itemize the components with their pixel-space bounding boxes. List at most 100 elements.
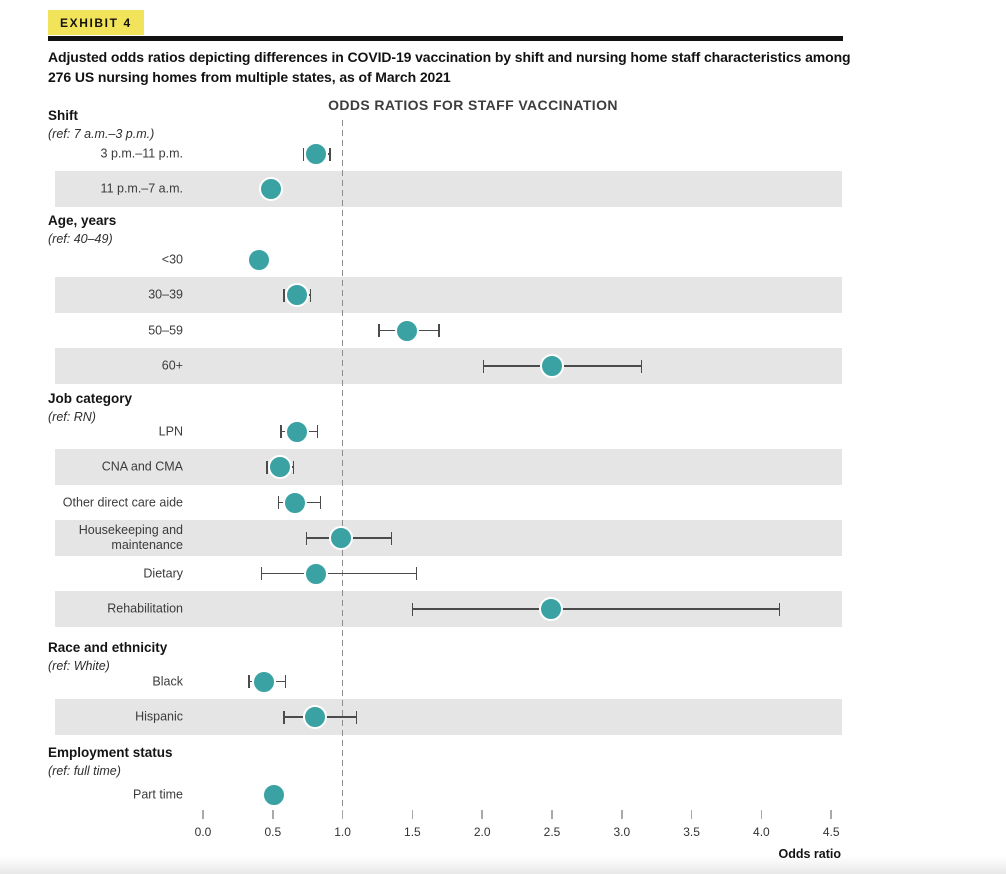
row-label: 50–59 xyxy=(148,323,183,337)
row-label: 11 p.m.–7 a.m. xyxy=(100,181,183,196)
row-shaded-band xyxy=(55,348,842,384)
row-shaded-band xyxy=(55,520,842,556)
odds-ratio-dot xyxy=(540,354,564,378)
x-axis-tick-label: 1.5 xyxy=(404,825,421,839)
ci-cap-left xyxy=(260,567,263,580)
ci-cap-right xyxy=(415,567,418,580)
x-axis-tick-label: 0.5 xyxy=(264,825,282,839)
odds-ratio-dot xyxy=(284,283,309,307)
odds-ratio-dot xyxy=(304,561,329,586)
ci-cap-left xyxy=(283,288,285,302)
ci-cap-right xyxy=(438,324,440,337)
ci-cap-left xyxy=(305,531,308,545)
x-axis-tick xyxy=(202,810,204,819)
x-axis-tick-label: 3.5 xyxy=(683,825,700,839)
section-header: Job category xyxy=(48,391,133,406)
x-axis-tick xyxy=(551,810,553,819)
ci-cap-right xyxy=(319,496,321,509)
odds-ratio-dot xyxy=(394,318,419,343)
row-label: <30 xyxy=(161,252,183,266)
x-axis-tick-label: 2.0 xyxy=(473,825,491,839)
ci-cap-right xyxy=(640,359,643,373)
ci-cap-right xyxy=(284,675,287,688)
divider-rule xyxy=(48,36,843,41)
section-ref: (ref: 7 a.m.–3 p.m.) xyxy=(48,127,155,141)
x-axis-tick-label: 4.5 xyxy=(822,825,840,839)
x-axis-label: Odds ratio xyxy=(778,847,841,861)
ci-cap-left xyxy=(302,147,305,161)
ci-cap-left xyxy=(411,602,414,616)
ci-cap-left xyxy=(378,324,380,337)
x-axis-tick xyxy=(690,810,693,819)
x-axis-tick xyxy=(830,810,832,819)
chart-title: ODDS RATIOS FOR STAFF VACCINATION xyxy=(328,97,618,113)
x-axis-tick xyxy=(272,810,274,819)
reference-line xyxy=(341,120,344,815)
section-header: Employment status xyxy=(48,745,173,760)
x-axis-tick-label: 3.0 xyxy=(613,825,631,839)
odds-ratio-dot xyxy=(538,597,563,621)
row-label: Part time xyxy=(132,787,183,801)
row-label: Other direct care aide xyxy=(62,495,183,509)
row-label: Housekeeping and maintenance xyxy=(78,523,183,552)
x-axis-tick-label: 0.0 xyxy=(194,825,212,839)
row-shaded-band xyxy=(55,277,842,313)
row-shaded-band xyxy=(55,171,842,207)
row-shaded-band xyxy=(55,699,842,735)
row-label: Hispanic xyxy=(135,709,183,724)
odds-ratio-dot xyxy=(329,526,354,550)
row-shaded-band xyxy=(55,449,842,485)
section-header: Race and ethnicity xyxy=(48,640,168,655)
page-bottom-shadow xyxy=(0,856,1006,874)
x-axis-tick xyxy=(621,810,623,819)
x-axis-tick-label: 1.0 xyxy=(334,825,351,839)
section-ref: (ref: 40–49) xyxy=(48,232,113,246)
section-ref: (ref: full time) xyxy=(48,764,121,778)
ci-cap-left xyxy=(248,675,250,688)
odds-ratio-dot xyxy=(283,490,308,515)
x-axis-tick-label: 2.5 xyxy=(543,825,561,839)
x-axis-tick-label: 4.0 xyxy=(753,825,770,839)
section-header: Age, years xyxy=(48,213,117,228)
ci-cap-right xyxy=(292,460,295,474)
row-label: 3 p.m.–11 p.m. xyxy=(100,146,183,161)
row-label: 30–39 xyxy=(148,287,183,302)
section-header: Shift xyxy=(48,108,78,123)
row-label: CNA and CMA xyxy=(101,459,183,474)
row-label: 60+ xyxy=(161,358,183,373)
row-label: Black xyxy=(152,674,183,688)
section-ref: (ref: White) xyxy=(48,659,110,673)
ci-cap-right xyxy=(316,425,319,438)
ci-cap-right xyxy=(390,531,393,545)
x-axis-tick xyxy=(341,810,344,819)
odds-ratio-dot xyxy=(262,782,287,807)
exhibit-tag: EXHIBIT 4 xyxy=(48,10,144,35)
ci-cap-right xyxy=(355,710,358,724)
ci-cap-left xyxy=(280,425,282,438)
x-axis-tick xyxy=(481,810,483,819)
exhibit-title: Adjusted odds ratios depicting differenc… xyxy=(48,49,851,85)
ci-whisker xyxy=(412,608,780,610)
row-label: Dietary xyxy=(143,566,183,580)
row-label: LPN xyxy=(158,424,183,438)
section-ref: (ref: RN) xyxy=(48,409,96,424)
odds-ratio-dot xyxy=(259,177,284,201)
ci-cap-left xyxy=(266,460,268,474)
ci-cap-left xyxy=(277,496,280,509)
odds-ratio-dot xyxy=(302,705,327,729)
x-axis-tick xyxy=(760,810,763,819)
x-axis-tick xyxy=(411,810,414,819)
ci-cap-right xyxy=(329,147,331,161)
ci-cap-right xyxy=(309,288,312,302)
ci-cap-left xyxy=(283,710,285,724)
odds-ratio-dot xyxy=(267,455,292,479)
odds-ratio-dot xyxy=(252,669,277,694)
row-label: Rehabilitation xyxy=(107,601,183,616)
odds-ratio-dot xyxy=(246,247,271,272)
odds-ratio-dot xyxy=(304,142,329,166)
ci-cap-right xyxy=(778,602,781,616)
ci-cap-left xyxy=(482,359,485,373)
odds-ratio-dot xyxy=(284,419,309,444)
ci-whisker xyxy=(261,572,417,575)
